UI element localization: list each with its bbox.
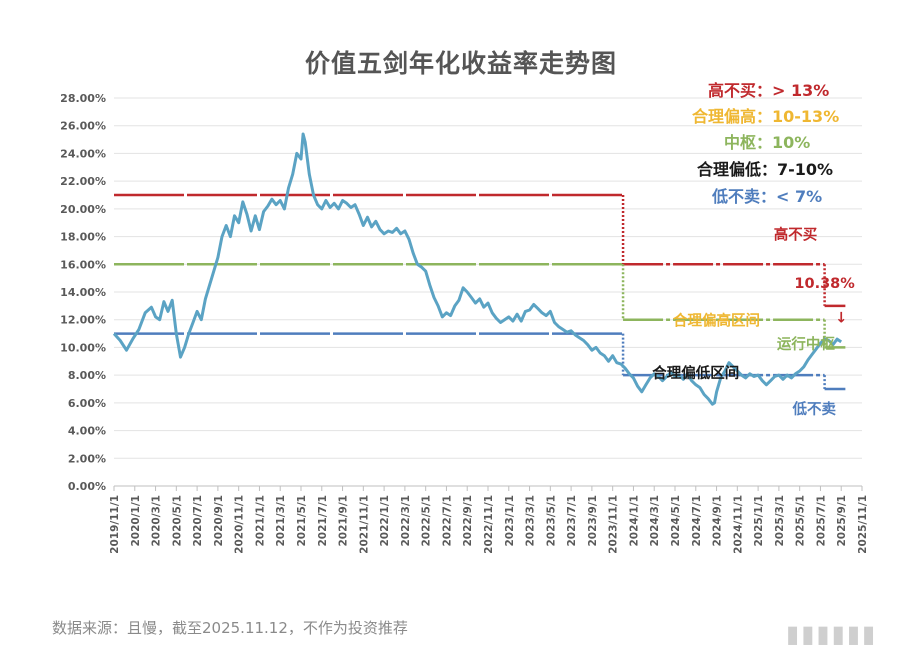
x-tick-label: 2023/11/1 — [608, 495, 620, 554]
x-tick-label: 2025/1/1 — [753, 495, 765, 547]
x-tick-label: 2023/9/1 — [587, 495, 599, 547]
x-tick-label: 2022/3/1 — [400, 495, 412, 547]
legend-value: 7-10% — [777, 160, 834, 179]
x-tick-label: 2021/9/1 — [338, 495, 350, 547]
x-tick-label: 2025/5/1 — [795, 495, 807, 547]
x-tick-label: 2025/11/1 — [857, 495, 869, 554]
legend-label: 低不卖： — [712, 187, 777, 206]
legend-value: < 7% — [776, 187, 823, 206]
chart-title: 价值五剑年化收益率走势图 — [304, 49, 617, 78]
x-tick-label: 2019/11/1 — [109, 495, 121, 554]
legend-item: 高不买：> 13% — [708, 77, 829, 101]
source-footer: 数据来源：且慢，截至2025.11.12，不作为投资推荐 — [52, 619, 408, 637]
x-axis: 2019/11/1 2020/1/1 2020/3/1 2020/5/1 2020/7/… — [109, 485, 869, 554]
x-tick-label: 2024/3/1 — [649, 495, 661, 547]
legend-value: > 13% — [772, 81, 830, 100]
y-tick-label: 10.00% — [60, 341, 106, 354]
annotation-label: ↓ — [835, 310, 847, 326]
x-tick-label: 2023/3/1 — [525, 495, 537, 547]
x-tick-label: 2022/7/1 — [441, 495, 453, 547]
x-tick-label: 2021/1/1 — [254, 495, 266, 547]
annotation-label: 运行中枢 — [777, 335, 835, 353]
series-line — [112, 132, 843, 406]
x-tick-label: 2024/7/1 — [691, 495, 703, 547]
y-axis: 0.00% 2.00% 4.00% 6.00% 8.00% 10.00% 12.00% 14.… — [60, 92, 106, 493]
x-tick-label: 2021/3/1 — [275, 495, 287, 547]
y-tick-label: 16.00% — [60, 258, 106, 271]
y-tick-label: 18.00% — [60, 231, 106, 244]
annotation-label: 10.38% — [794, 276, 855, 292]
x-tick-label: 2020/3/1 — [151, 495, 163, 547]
y-tick-label: 26.00% — [60, 120, 106, 133]
y-tick-label: 14.00% — [60, 286, 106, 299]
x-tick-label: 2024/11/1 — [732, 495, 744, 554]
legend-item: 低不卖：< 7% — [712, 183, 822, 207]
x-tick-label: 2023/7/1 — [566, 495, 578, 547]
legend-value: 10% — [772, 133, 811, 152]
x-tick-label: 2024/9/1 — [712, 495, 724, 547]
x-tick-label: 2024/5/1 — [670, 495, 682, 547]
y-tick-label: 24.00% — [60, 147, 106, 160]
x-tick-label: 2020/1/1 — [130, 495, 142, 547]
reference-bands — [114, 193, 846, 391]
legend-label: 合理偏低： — [697, 160, 778, 179]
y-tick-label: 8.00% — [68, 369, 106, 382]
x-tick-label: 2022/5/1 — [421, 495, 433, 547]
x-tick-label: 2022/1/1 — [379, 495, 391, 547]
x-tick-label: 2025/7/1 — [815, 495, 827, 547]
annotation-label: 合理偏低区间 — [651, 364, 739, 382]
x-tick-label: 2020/11/1 — [234, 495, 246, 554]
annotation-label: 低不卖 — [791, 400, 836, 418]
annotation-label: 合理偏高区间 — [672, 311, 760, 329]
series-layer — [112, 132, 843, 406]
legend-item: 合理偏高：10-13% — [692, 103, 839, 127]
legend-item: 中枢：10% — [724, 129, 810, 153]
x-tick-label: 2021/5/1 — [296, 495, 308, 547]
x-tick-label: 2025/3/1 — [774, 495, 786, 547]
legend-label: 中枢： — [724, 133, 773, 152]
y-tick-label: 6.00% — [68, 397, 106, 410]
x-tick-label: 2022/9/1 — [462, 495, 474, 547]
y-tick-label: 0.00% — [68, 480, 106, 493]
x-tick-label: 2021/7/1 — [317, 495, 329, 547]
x-tick-label: 2022/11/1 — [483, 495, 495, 554]
legend-label: 合理偏高： — [692, 107, 773, 126]
y-tick-label: 4.00% — [68, 425, 106, 438]
annotation-label: 高不买 — [774, 225, 818, 243]
x-tick-label: 2020/5/1 — [171, 495, 183, 547]
x-tick-label: 2021/11/1 — [358, 495, 370, 554]
x-tick-label: 2024/1/1 — [628, 495, 640, 547]
x-tick-label: 2020/9/1 — [213, 495, 225, 547]
y-tick-label: 2.00% — [68, 452, 106, 465]
more-icon[interactable]: ▮▮▮▮▮▮ — [786, 620, 878, 648]
legend-value: 10-13% — [772, 107, 840, 126]
x-tick-label: 2020/7/1 — [192, 495, 204, 547]
x-tick-label: 2023/1/1 — [504, 495, 516, 547]
x-tick-label: 2023/5/1 — [545, 495, 557, 547]
legend-label: 高不买： — [708, 81, 773, 100]
y-tick-label: 22.00% — [60, 175, 106, 188]
x-tick-label: 2025/9/1 — [836, 495, 848, 547]
y-tick-label: 28.00% — [60, 92, 106, 105]
legend-item: 合理偏低：7-10% — [697, 156, 833, 180]
y-tick-label: 12.00% — [60, 314, 106, 327]
y-tick-label: 20.00% — [60, 203, 106, 216]
